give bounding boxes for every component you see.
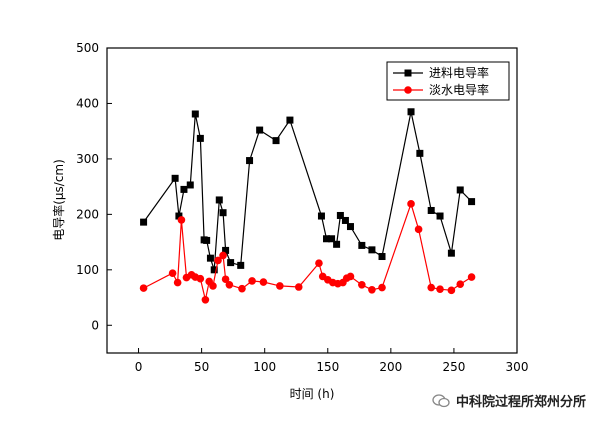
data-point <box>272 137 280 145</box>
x-tick-label: 100 <box>253 360 276 374</box>
data-point <box>407 108 415 116</box>
data-point <box>201 295 210 304</box>
watermark: 中科院过程所郑州分所 <box>432 391 586 410</box>
data-point <box>323 235 331 243</box>
legend-label: 淡水电导率 <box>429 82 489 97</box>
x-tick-label: 50 <box>194 360 209 374</box>
data-point <box>416 149 424 157</box>
data-point <box>186 181 194 189</box>
x-tick-label: 200 <box>379 360 402 374</box>
data-point <box>225 280 234 289</box>
legend-entry: 淡水电导率 <box>393 82 489 97</box>
data-point <box>177 216 186 224</box>
data-point <box>346 272 355 281</box>
data-point <box>447 286 456 295</box>
series-line <box>143 201 472 300</box>
data-point <box>317 212 325 220</box>
data-point <box>336 211 344 219</box>
data-point <box>215 196 223 204</box>
series-layer <box>139 108 476 304</box>
data-point <box>456 186 464 194</box>
data-point <box>206 254 214 262</box>
data-point <box>427 206 435 214</box>
data-point <box>368 246 376 254</box>
data-point <box>221 275 230 284</box>
data-point <box>407 200 415 208</box>
data-point <box>358 241 366 249</box>
data-point <box>436 212 444 220</box>
y-axis: 0 100 200 300 400 500 <box>76 41 112 332</box>
series-1 <box>140 108 476 274</box>
x-axis-title: 时间 (h) <box>290 387 335 401</box>
data-point <box>214 256 222 265</box>
data-point <box>427 283 436 292</box>
watermark-text: 中科院过程所郑州分所 <box>455 395 586 410</box>
y-tick-label: 400 <box>76 96 99 110</box>
data-point <box>315 259 323 267</box>
data-point <box>246 157 254 165</box>
data-point <box>180 185 188 193</box>
data-point <box>333 240 341 248</box>
data-point <box>368 285 376 294</box>
data-point <box>456 280 465 289</box>
data-point <box>341 216 349 224</box>
x-tick-label: 300 <box>506 360 529 374</box>
data-point <box>219 209 227 217</box>
x-axis: 0 50 100 150 200 250 300 <box>135 348 529 374</box>
data-point <box>378 283 386 292</box>
data-point <box>248 277 256 285</box>
data-point <box>222 246 230 254</box>
wechat-icon <box>432 393 450 407</box>
data-point <box>286 116 294 124</box>
data-point <box>196 134 204 142</box>
series-2 <box>139 200 476 304</box>
data-point <box>203 236 211 244</box>
data-point <box>467 273 476 281</box>
data-point <box>227 259 235 267</box>
data-point <box>238 284 246 293</box>
data-point <box>191 110 199 118</box>
y-tick-label: 100 <box>76 263 99 277</box>
y-tick-label: 0 <box>91 318 99 332</box>
data-point <box>259 278 268 286</box>
data-point <box>256 126 264 134</box>
legend-label: 进料电导率 <box>429 65 489 80</box>
data-point <box>196 274 205 283</box>
y-tick-label: 300 <box>76 152 99 166</box>
data-point <box>378 253 386 261</box>
data-point <box>447 249 455 257</box>
y-tick-label: 200 <box>76 207 99 221</box>
data-point <box>358 280 366 289</box>
data-point <box>171 174 179 182</box>
data-point <box>276 282 284 290</box>
data-point <box>294 283 303 291</box>
data-point <box>175 212 183 220</box>
legend-marker <box>404 69 412 77</box>
data-point <box>173 278 182 287</box>
legend-entry: 进料电导率 <box>393 65 489 80</box>
data-point <box>140 218 148 226</box>
data-point <box>328 235 336 243</box>
y-tick-label: 500 <box>76 41 99 55</box>
data-point <box>219 251 227 260</box>
x-tick-label: 250 <box>442 360 465 374</box>
plot-frame <box>106 47 518 354</box>
legend-marker <box>404 86 412 94</box>
data-point <box>168 269 177 277</box>
data-point <box>414 225 423 234</box>
data-point <box>209 282 217 290</box>
data-point <box>139 284 148 292</box>
data-point <box>237 261 245 269</box>
x-tick-label: 150 <box>316 360 339 374</box>
x-tick-label: 0 <box>135 360 143 374</box>
data-point <box>468 198 476 206</box>
data-point <box>346 223 354 231</box>
data-point <box>436 285 444 294</box>
data-point <box>210 266 218 274</box>
y-axis-title: 电导率(μs/cm) <box>51 159 66 241</box>
